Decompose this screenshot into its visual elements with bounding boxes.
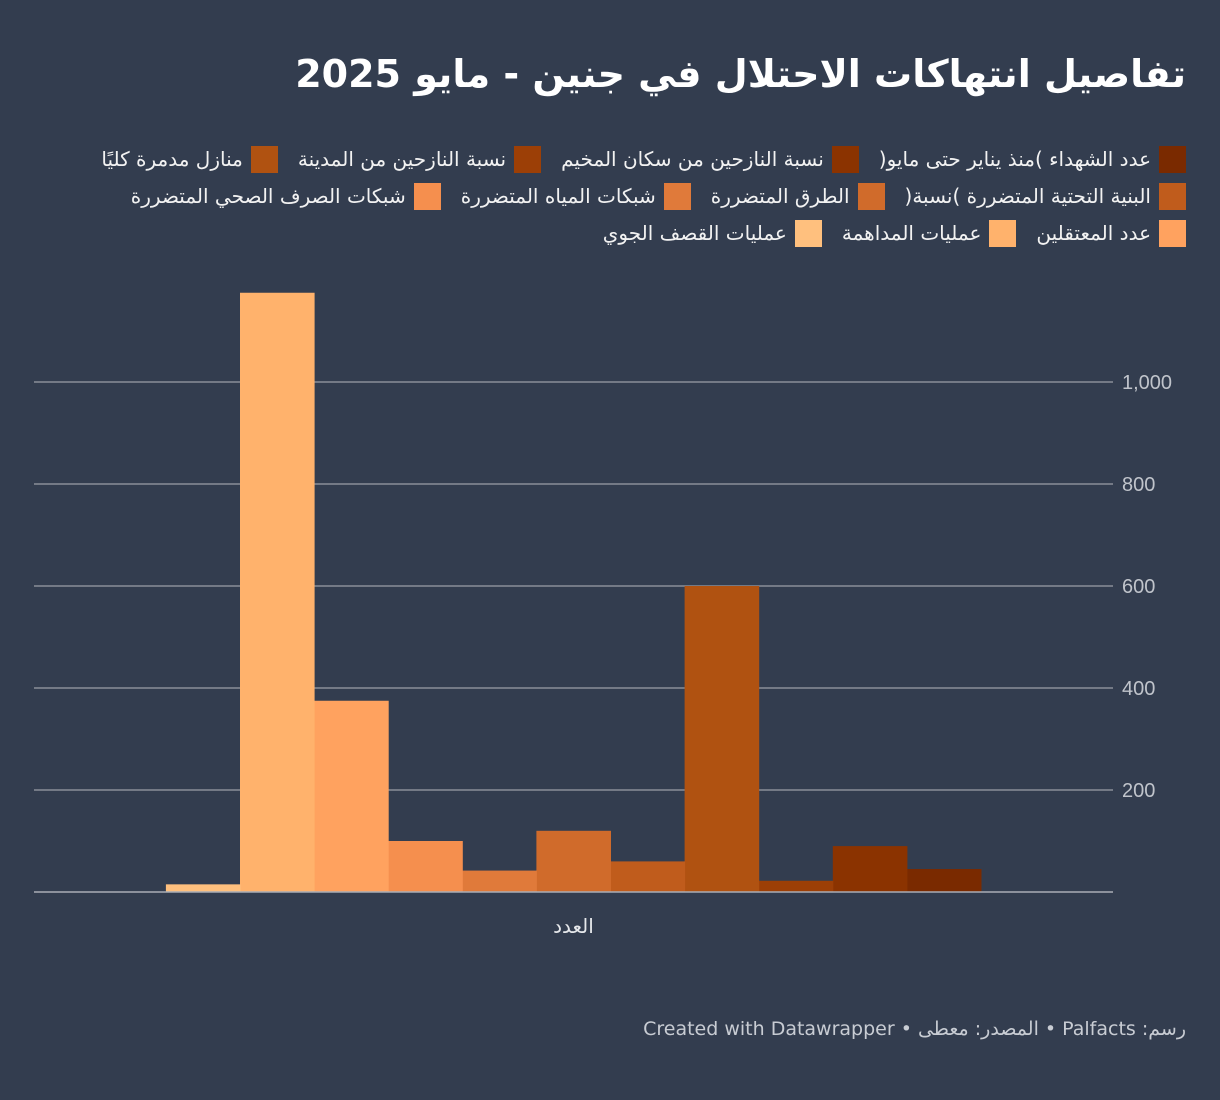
y-tick-label: 1,000 xyxy=(1122,372,1172,394)
legend-item: عدد المعتقلين xyxy=(1036,218,1186,248)
legend-swatch xyxy=(794,219,822,247)
legend-label: عمليات المداهمة xyxy=(841,221,982,245)
bar xyxy=(165,884,241,892)
legend-swatch xyxy=(250,145,278,173)
bar xyxy=(314,700,389,892)
legend-item: الطرق المتضررة xyxy=(711,181,885,211)
legend-label: الطرق المتضررة xyxy=(710,184,850,208)
legend-item: البنية التحتية المتضررة )نسبة( xyxy=(905,181,1186,211)
legend-swatch xyxy=(663,182,691,210)
legend-item: نسبة النازحين من سكان المخيم xyxy=(561,144,859,174)
bar xyxy=(240,292,315,892)
legend-swatch xyxy=(1159,145,1186,173)
legend-label: منازل مدمرة كليًا xyxy=(101,147,243,171)
y-tick-label: 600 xyxy=(1122,576,1155,598)
bar xyxy=(610,861,686,892)
bar xyxy=(832,846,908,892)
legend-item: منازل مدمرة كليًا xyxy=(101,144,278,174)
legend-swatch xyxy=(857,182,885,210)
legend-label: شبكات المياه المتضررة xyxy=(460,184,656,208)
legend-label: نسبة النازحين من سكان المخيم xyxy=(561,147,824,171)
legend-swatch xyxy=(1159,219,1186,247)
legend-swatch xyxy=(413,182,441,210)
y-tick-label: 400 xyxy=(1122,678,1155,700)
legend-label: عدد المعتقلين xyxy=(1036,221,1151,245)
bar xyxy=(388,841,463,892)
legend-item: عمليات المداهمة xyxy=(842,218,1017,248)
chart-title: تفاصيل انتهاكات الاحتلال في جنين - مايو … xyxy=(295,52,1186,96)
y-tick-label: 200 xyxy=(1122,780,1155,802)
bar xyxy=(684,586,760,892)
legend-label: عمليات القصف الجوي xyxy=(602,221,787,245)
bar xyxy=(536,830,611,892)
legend-label: نسبة النازحين من المدينة xyxy=(297,147,507,171)
bar xyxy=(462,870,537,892)
legend: عدد الشهداء )منذ يناير حتى مايو( نسبة الن… xyxy=(20,144,1186,248)
legend-item: عدد الشهداء )منذ يناير حتى مايو( xyxy=(879,144,1186,174)
legend-label: شبكات الصرف الصحي المتضررة xyxy=(130,184,406,208)
legend-label: عدد الشهداء )منذ يناير حتى مايو( xyxy=(878,147,1151,171)
legend-item: شبكات الصرف الصحي المتضررة xyxy=(131,181,441,211)
legend-label: البنية التحتية المتضررة )نسبة( xyxy=(904,184,1151,208)
source-footer: رسم: Palfacts • المصدر: معطى • Created w… xyxy=(643,1018,1186,1040)
legend-swatch xyxy=(514,145,542,173)
legend-item: شبكات المياه المتضررة xyxy=(461,181,691,211)
legend-item: نسبة النازحين من المدينة xyxy=(297,144,542,174)
x-category-label: العدد xyxy=(553,914,594,938)
legend-swatch xyxy=(1159,182,1186,210)
bar-chart: 200 400 600 800 1,000 العدد xyxy=(34,292,1172,938)
bar xyxy=(758,880,834,892)
legend-swatch xyxy=(989,219,1017,247)
y-tick-label: 800 xyxy=(1122,474,1155,496)
legend-swatch xyxy=(831,145,859,173)
legend-item: عمليات القصف الجوي xyxy=(603,218,822,248)
bar xyxy=(906,869,982,892)
